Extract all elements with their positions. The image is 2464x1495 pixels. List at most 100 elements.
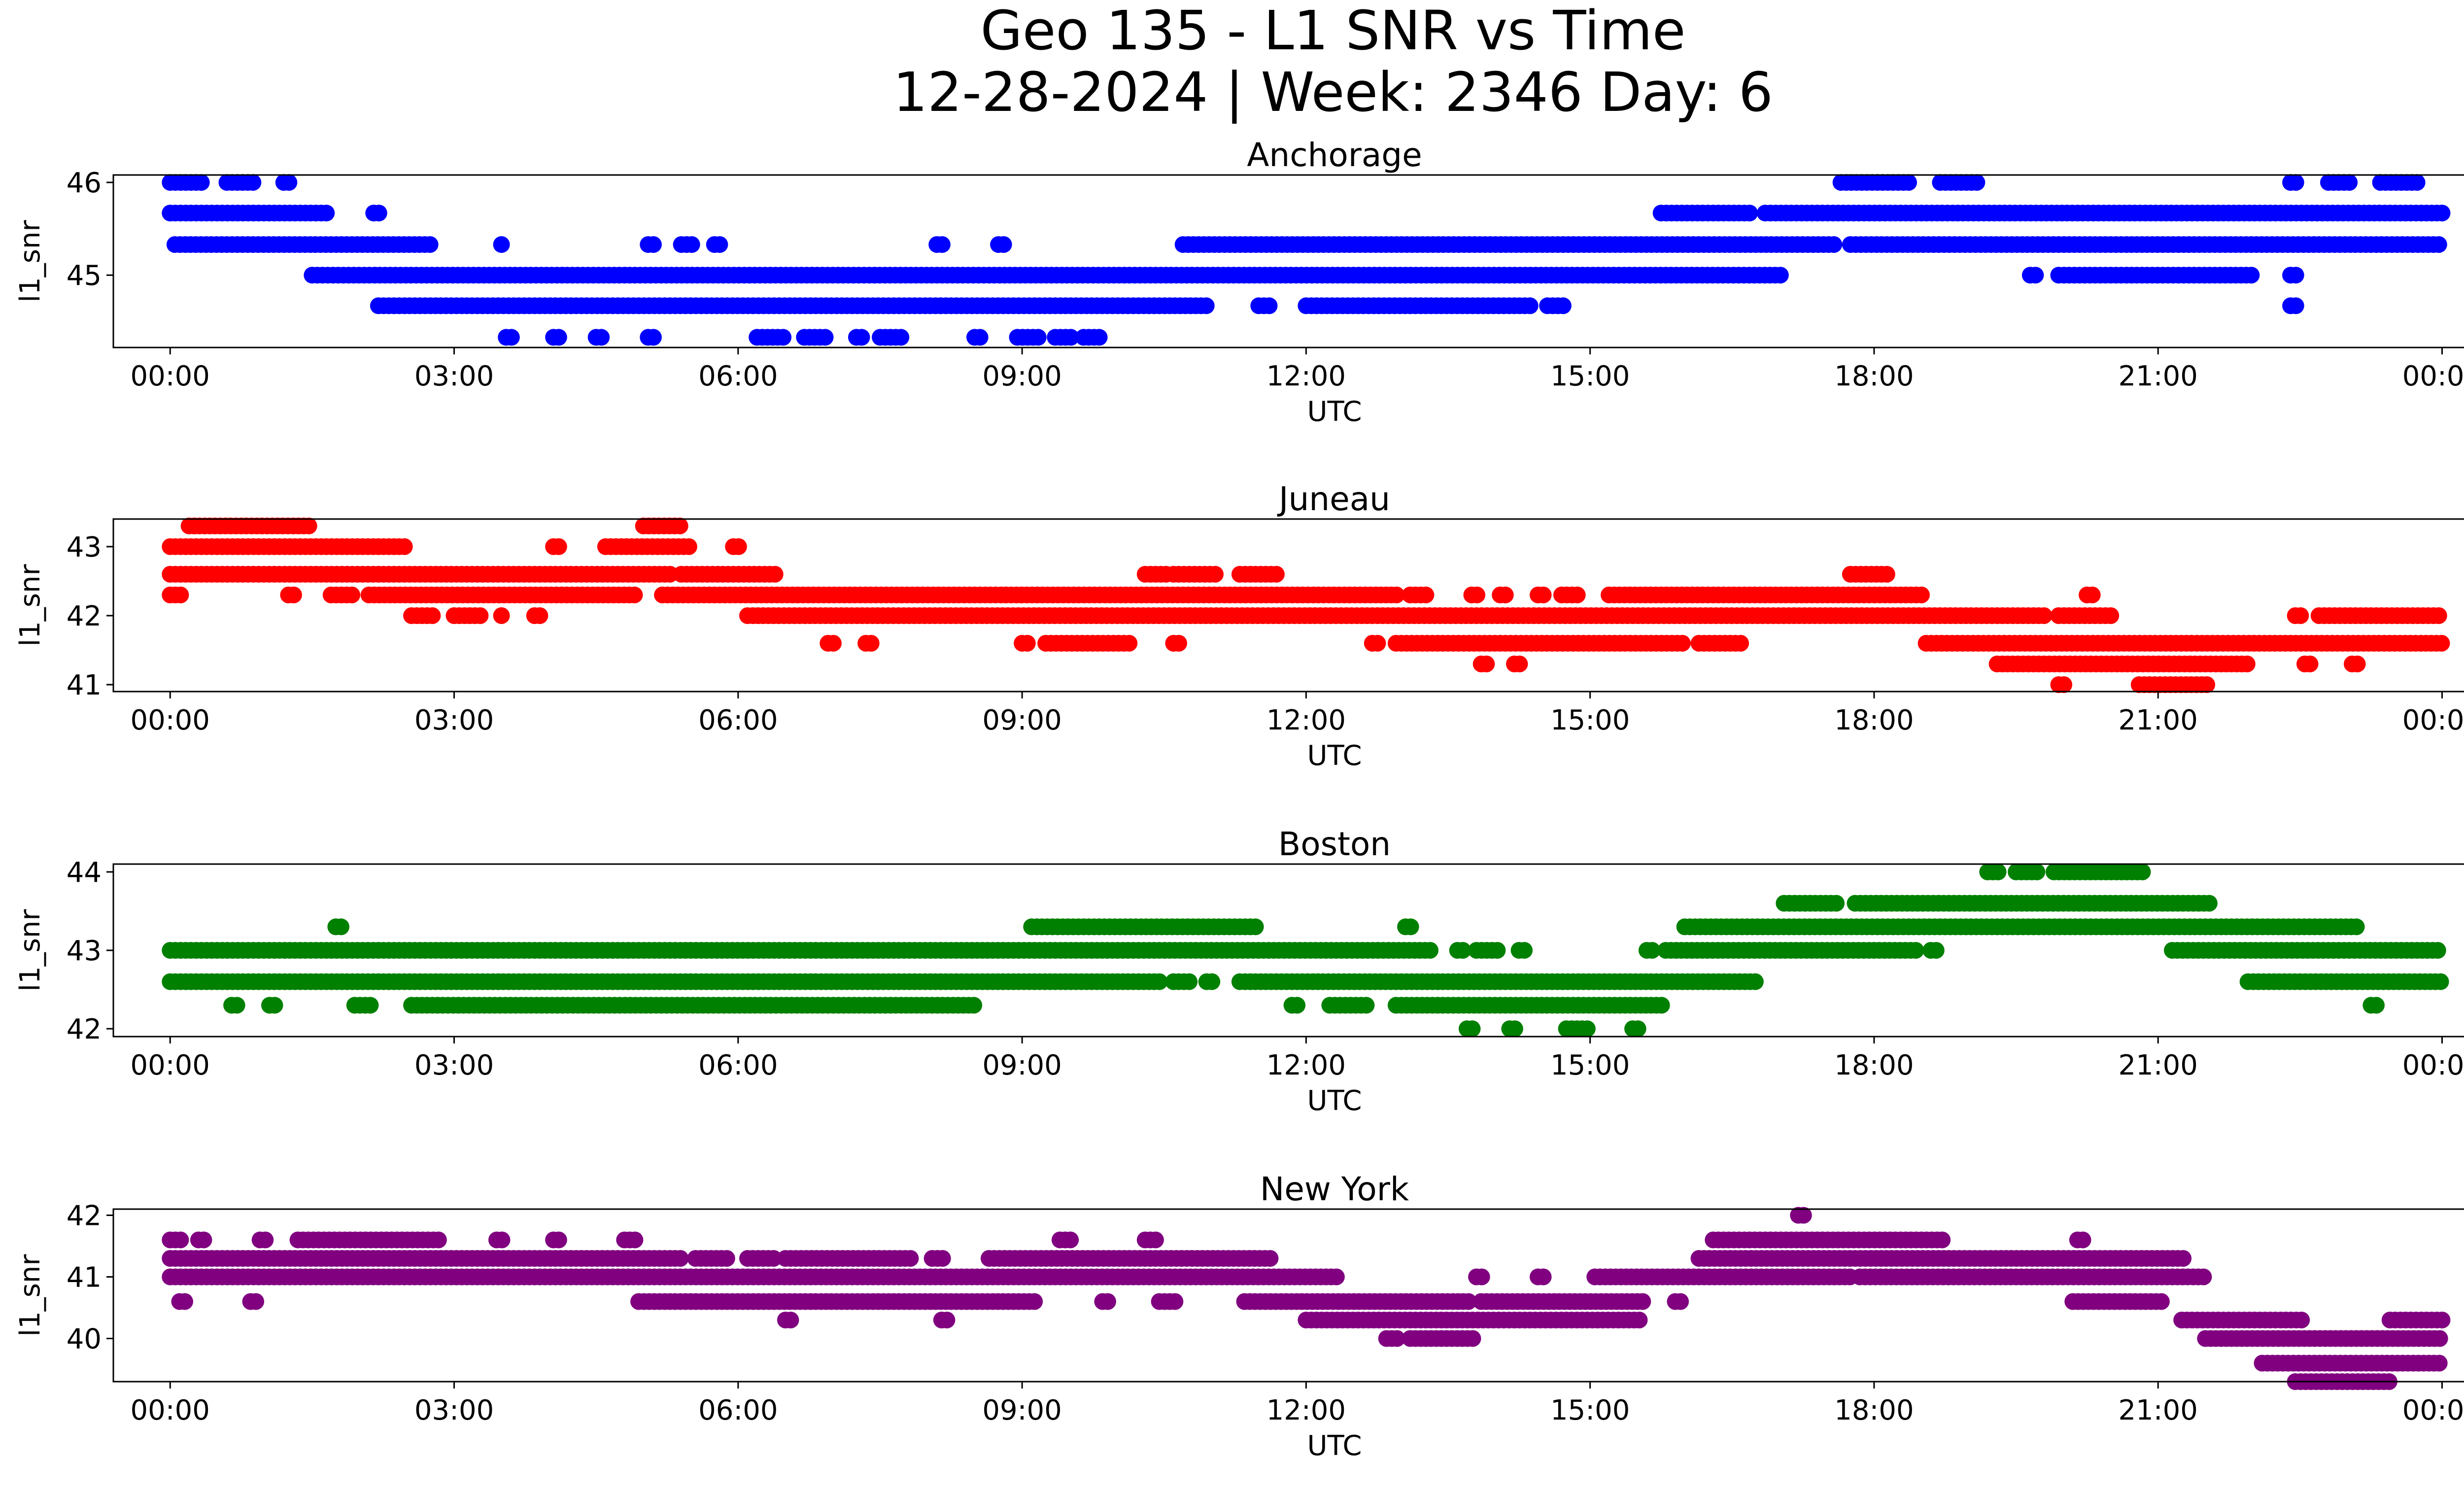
axes-frame <box>112 174 2464 348</box>
data-point <box>1629 1020 1646 1038</box>
data-point <box>176 1293 193 1310</box>
y-axis-label: l1_snr <box>14 220 46 303</box>
data-point <box>1267 566 1285 583</box>
data-point <box>1166 1293 1184 1310</box>
data-point <box>1828 895 1845 912</box>
data-point <box>2287 174 2304 191</box>
data-point <box>1062 329 1079 346</box>
data-point <box>1878 566 1895 583</box>
y-axis-label: l1_snr <box>14 909 46 992</box>
data-point <box>2431 1330 2448 1347</box>
x-tick-label: 00:00 <box>2402 1394 2464 1426</box>
x-tick-label: 03:00 <box>414 704 494 736</box>
y-axis-label: l1_snr <box>14 564 46 647</box>
data-point <box>938 1312 956 1328</box>
data-point <box>550 1231 567 1249</box>
y-tick-label: 43 <box>67 935 102 967</box>
data-point <box>1026 1293 1043 1310</box>
x-tick-label: 00:00 <box>131 1394 210 1426</box>
data-point <box>430 1231 447 1249</box>
data-point <box>2134 863 2151 880</box>
x-tick-label: 06:00 <box>698 1394 778 1426</box>
data-point <box>2293 1312 2310 1328</box>
x-tick-label: 06:00 <box>698 1049 778 1081</box>
data-point <box>2292 607 2309 624</box>
data-point <box>1741 205 1758 222</box>
y-tick-label: 43 <box>67 531 102 563</box>
data-point <box>1746 973 1764 990</box>
data-point <box>1091 329 1108 346</box>
data-point <box>1422 942 1438 959</box>
data-point <box>671 518 688 534</box>
series-points <box>162 174 2451 346</box>
data-point <box>493 607 510 624</box>
x-tick-label: 12:00 <box>1266 704 1346 736</box>
data-point <box>902 1250 919 1267</box>
data-point <box>1521 297 1539 314</box>
x-tick-label: 03:00 <box>414 1394 494 1426</box>
data-point <box>1907 942 1924 959</box>
data-point <box>2238 656 2256 672</box>
x-axis-label: UTC <box>1307 740 1362 772</box>
x-tick-label: 12:00 <box>1266 360 1346 392</box>
data-point <box>285 587 302 603</box>
data-point <box>2028 863 2046 880</box>
data-point <box>1369 635 1386 652</box>
axes-frame <box>112 518 2464 693</box>
data-point <box>1358 997 1375 1014</box>
data-point <box>1511 656 1528 672</box>
data-point <box>730 538 747 555</box>
data-point <box>2433 205 2451 222</box>
data-point <box>493 236 510 253</box>
data-point <box>1417 587 1435 603</box>
x-tick-label: 21:00 <box>2119 704 2198 736</box>
data-point <box>933 236 951 253</box>
data-point <box>1261 297 1278 314</box>
data-point <box>1388 587 1405 603</box>
data-point <box>493 1231 511 1249</box>
data-point <box>1062 1231 1079 1249</box>
y-tick-label: 42 <box>67 1013 102 1045</box>
data-point <box>1653 997 1670 1014</box>
data-point <box>971 329 989 346</box>
x-tick-label: 00:00 <box>131 1049 210 1081</box>
data-point <box>593 329 610 346</box>
x-tick-label: 09:00 <box>982 704 1061 736</box>
y-tick-label: 40 <box>67 1323 102 1356</box>
data-point <box>2433 635 2450 652</box>
data-point <box>711 236 728 253</box>
data-point <box>766 566 784 583</box>
data-point <box>2102 607 2120 624</box>
data-point <box>892 329 910 346</box>
x-tick-label: 00:00 <box>131 704 210 736</box>
data-point <box>1029 329 1047 346</box>
data-point <box>1516 942 1533 959</box>
x-tick-label: 09:00 <box>982 360 1061 392</box>
data-point <box>965 997 983 1014</box>
data-point <box>2430 607 2447 624</box>
data-point <box>1569 587 1586 603</box>
data-point <box>2175 1250 2192 1267</box>
x-tick-label: 15:00 <box>1550 1394 1630 1426</box>
data-point <box>1289 997 1306 1014</box>
data-point <box>1262 1250 1279 1267</box>
data-point <box>626 587 643 603</box>
data-point <box>995 236 1012 253</box>
data-point <box>626 1231 644 1249</box>
data-point <box>672 1250 689 1267</box>
x-tick-label: 00:00 <box>131 360 210 392</box>
data-point <box>1464 1330 1481 1347</box>
data-point <box>683 236 700 253</box>
data-point <box>2200 895 2218 912</box>
data-point <box>193 174 210 191</box>
data-point <box>1672 1293 1689 1310</box>
data-point <box>1328 1268 1345 1286</box>
subplot-title: Boston <box>1278 825 1391 863</box>
data-point <box>343 587 361 603</box>
data-point <box>1207 566 1224 583</box>
data-point <box>1631 1312 1648 1328</box>
data-point <box>1099 1293 1116 1310</box>
y-tick-label: 46 <box>67 167 102 199</box>
